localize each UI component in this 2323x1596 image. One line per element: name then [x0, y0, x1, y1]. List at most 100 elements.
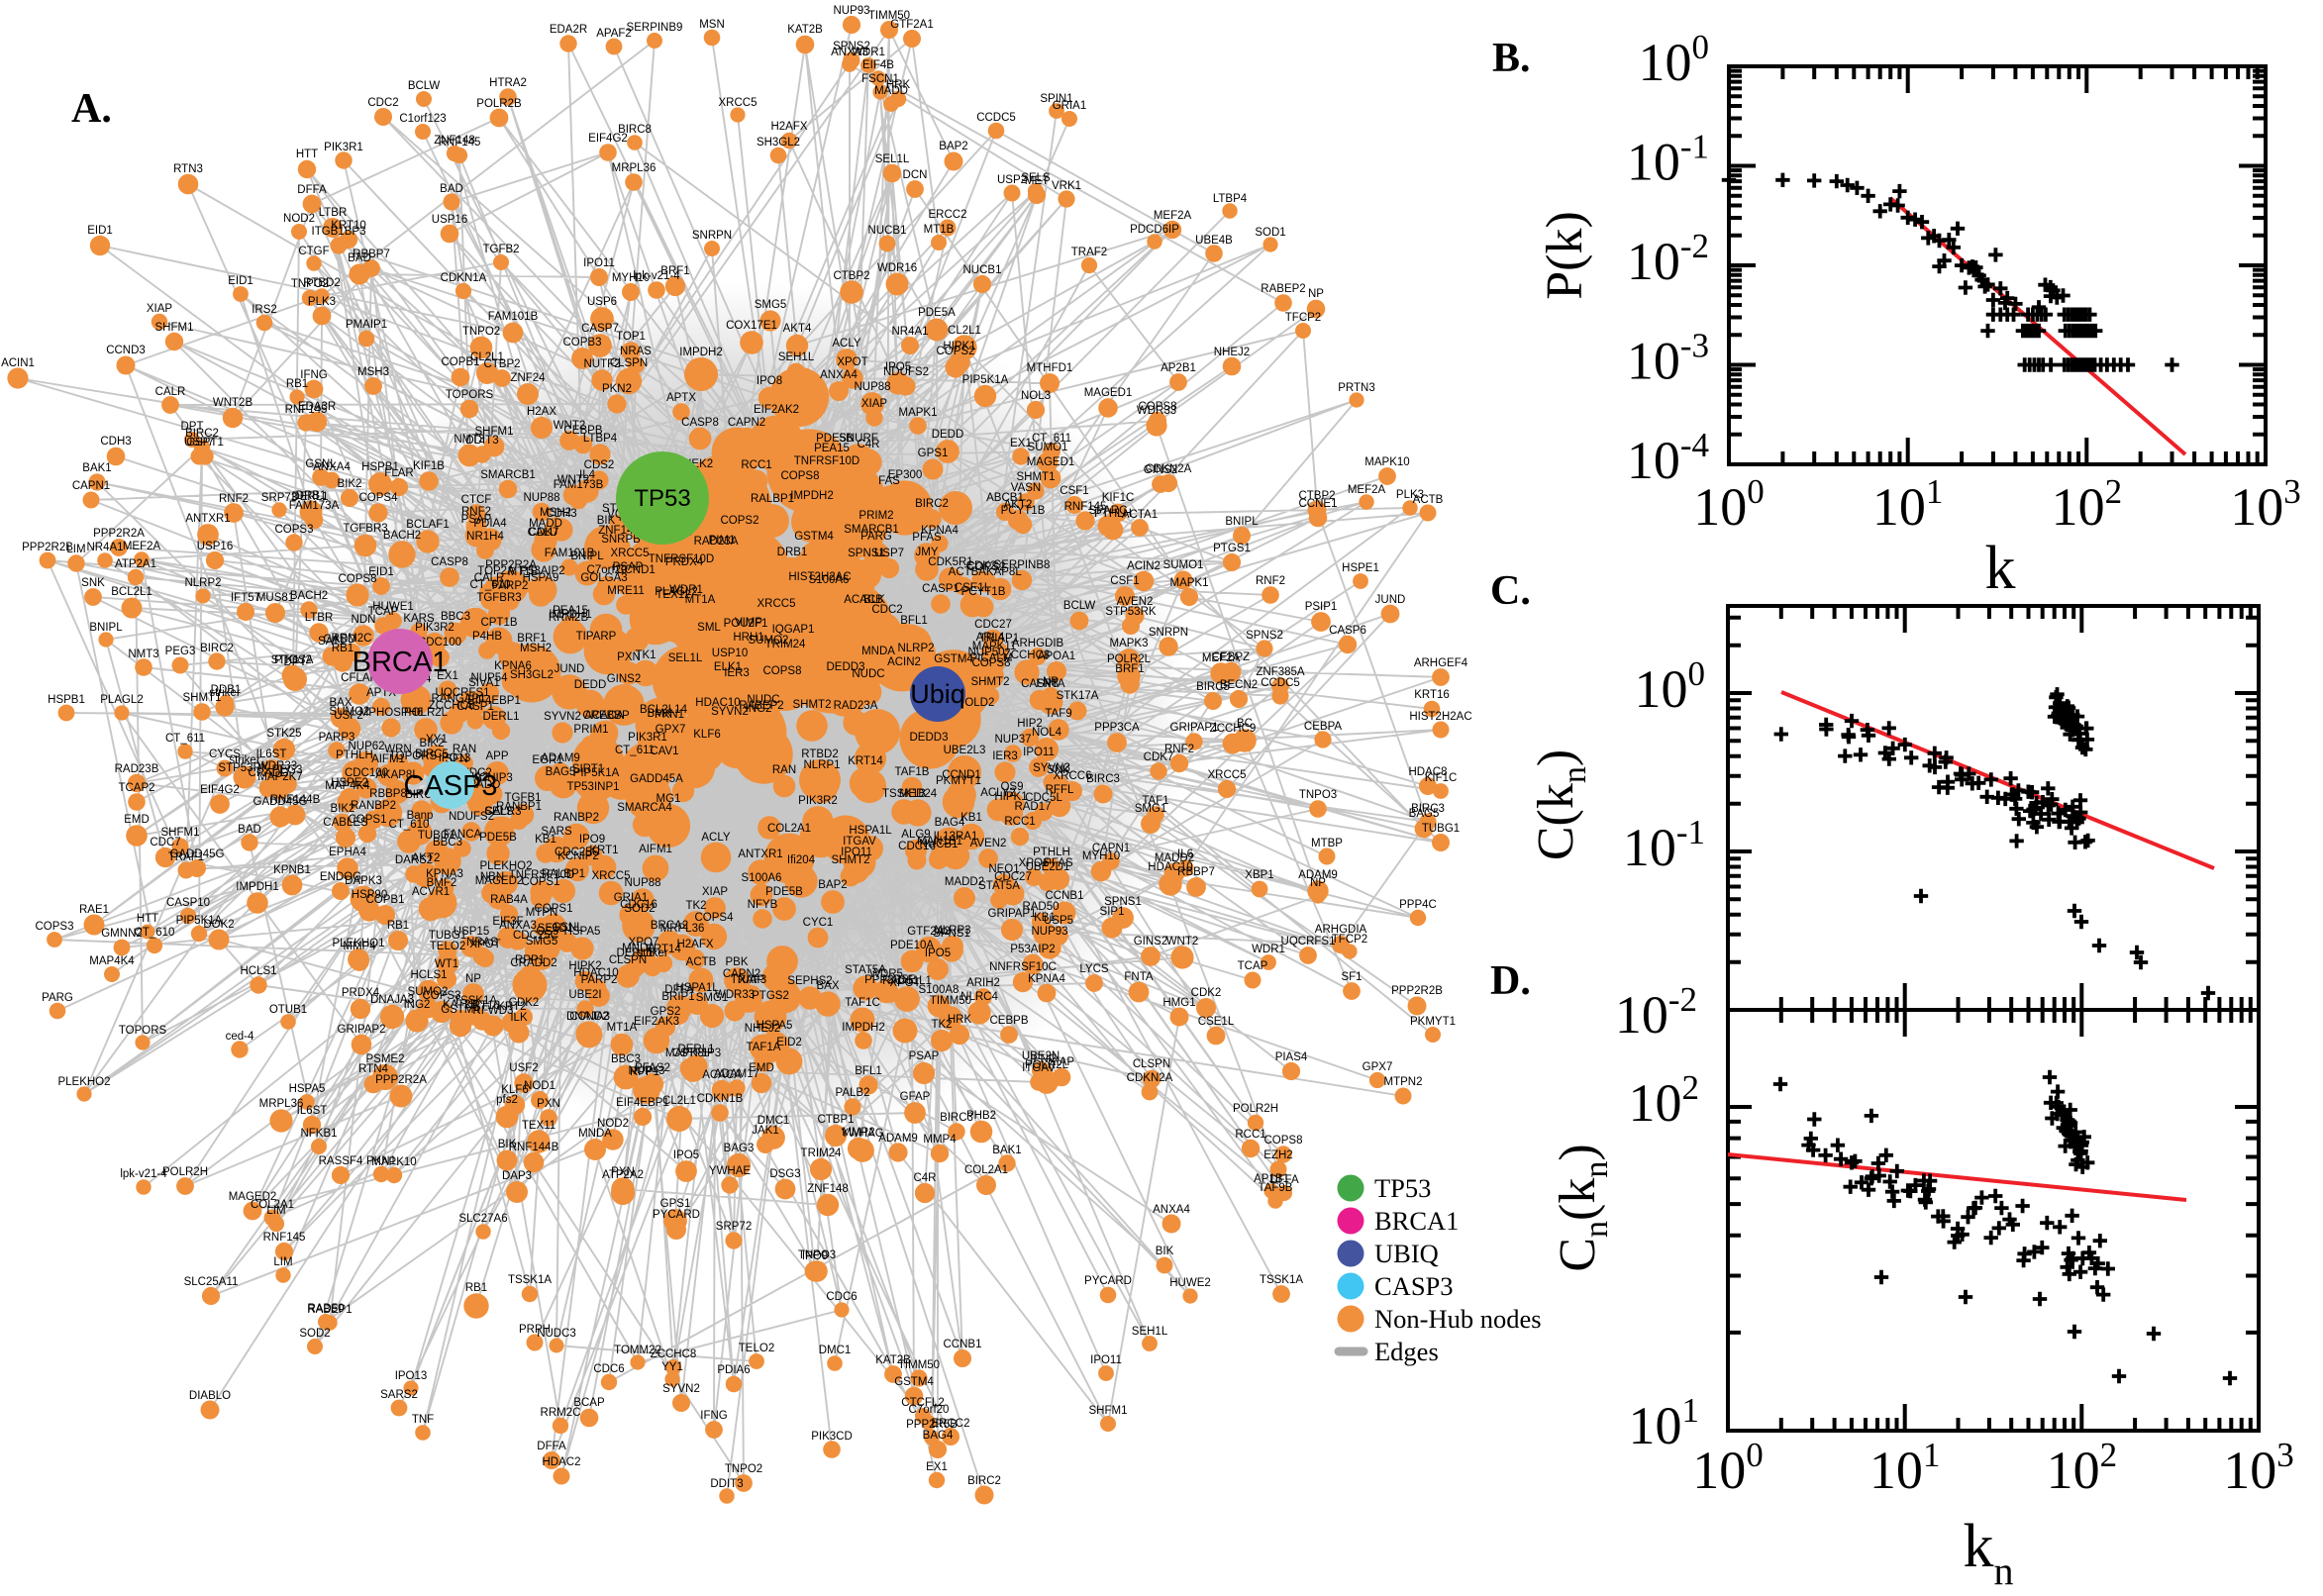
- svg-text:NR4A1: NR4A1: [891, 326, 928, 338]
- svg-text:S100A8: S100A8: [919, 984, 960, 996]
- svg-text:CDC16: CDC16: [620, 899, 657, 911]
- svg-text:CTCFL2: CTCFL2: [901, 1397, 944, 1409]
- svg-text:ACIN2: ACIN2: [887, 656, 921, 668]
- svg-text:CCND2: CCND2: [569, 1011, 609, 1023]
- svg-text:MMP2: MMP2: [842, 1127, 874, 1139]
- svg-text:GRIA1: GRIA1: [614, 892, 649, 904]
- svg-text:SH3GL2: SH3GL2: [510, 669, 554, 681]
- svg-text:ANXA4: ANXA4: [313, 461, 351, 473]
- svg-text:UBE4B: UBE4B: [1195, 235, 1233, 247]
- svg-text:KPNA6: KPNA6: [494, 660, 532, 672]
- svg-text:RRM2C: RRM2C: [332, 633, 372, 645]
- svg-text:RAE1: RAE1: [79, 904, 109, 916]
- svg-text:JUND: JUND: [555, 663, 585, 675]
- svg-text:MTHFD1: MTHFD1: [1027, 362, 1073, 374]
- svg-text:CASP8: CASP8: [1021, 678, 1059, 690]
- svg-text:KPNA4: KPNA4: [921, 525, 959, 537]
- svg-text:YY1: YY1: [661, 1361, 683, 1373]
- svg-text:PFAS: PFAS: [1044, 857, 1073, 869]
- svg-text:TOP2A: TOP2A: [477, 565, 515, 577]
- svg-text:BAD: BAD: [348, 252, 371, 264]
- svg-text:PTGS1: PTGS1: [1213, 543, 1251, 554]
- svg-text:TSSK1A: TSSK1A: [508, 1274, 552, 1286]
- svg-text:GPS1: GPS1: [918, 448, 949, 459]
- svg-text:SUMO2: SUMO2: [749, 635, 789, 647]
- svg-text:PARP2: PARP2: [581, 974, 618, 986]
- svg-text:HSPA9: HSPA9: [523, 572, 559, 584]
- svg-text:IFNG: IFNG: [300, 369, 328, 381]
- svg-text:HTT: HTT: [296, 149, 318, 160]
- svg-text:PKMYT1: PKMYT1: [1410, 1016, 1456, 1028]
- svg-text:CDC100: CDC100: [418, 637, 461, 648]
- svg-text:XPOT: XPOT: [469, 939, 500, 950]
- svg-text:MNDA: MNDA: [861, 646, 895, 657]
- svg-text:SEPHS2: SEPHS2: [787, 975, 832, 987]
- svg-text:RCC1: RCC1: [741, 459, 771, 471]
- svg-text:PALB2: PALB2: [836, 1087, 870, 1099]
- svg-text:WNT2: WNT2: [554, 420, 586, 432]
- svg-text:GTF2A1: GTF2A1: [890, 19, 933, 31]
- svg-text:ATP2A2: ATP2A2: [602, 1169, 644, 1181]
- svg-text:JAK1: JAK1: [752, 1125, 779, 1137]
- svg-text:APAF2: APAF2: [596, 28, 632, 40]
- svg-text:GMNN2: GMNN2: [101, 928, 143, 940]
- svg-text:GSPT1: GSPT1: [186, 437, 224, 449]
- svg-text:NRAS: NRAS: [620, 346, 652, 357]
- svg-text:WDR1: WDR1: [669, 584, 703, 596]
- svg-text:ACTB: ACTB: [686, 956, 717, 968]
- svg-text:APP: APP: [485, 750, 508, 762]
- svg-text:CT_611: CT_611: [165, 733, 205, 745]
- svg-text:RNF144B: RNF144B: [270, 794, 321, 806]
- svg-text:WNT2B: WNT2B: [213, 397, 253, 409]
- svg-text:MEF2A: MEF2A: [1154, 210, 1192, 222]
- svg-text:RAD23B: RAD23B: [115, 763, 159, 775]
- svg-text:PKN1: PKN1: [655, 709, 684, 721]
- svg-text:PFAS2: PFAS2: [635, 1062, 670, 1074]
- svg-text:GPS1: GPS1: [660, 1198, 691, 1210]
- svg-text:SML: SML: [697, 622, 721, 634]
- svg-text:STP53RK: STP53RK: [1105, 606, 1156, 618]
- svg-text:EID1: EID1: [228, 275, 253, 287]
- svg-text:NLRP2: NLRP2: [897, 643, 934, 654]
- svg-text:CTBP1: CTBP1: [817, 1114, 854, 1126]
- svg-text:ced-4: ced-4: [226, 1031, 254, 1043]
- svg-text:ACIN2: ACIN2: [1127, 560, 1161, 572]
- svg-text:BCLAF1: BCLAF1: [406, 519, 449, 531]
- svg-text:CRADD: CRADD: [249, 767, 289, 779]
- svg-text:WDR16: WDR16: [877, 262, 917, 274]
- svg-text:TEX11: TEX11: [522, 1120, 556, 1132]
- svg-text:PRPH: PRPH: [519, 1324, 551, 1336]
- svg-text:TCAP: TCAP: [1238, 960, 1268, 972]
- svg-text:CDC7: CDC7: [150, 837, 180, 848]
- svg-text:TGFB1: TGFB1: [504, 792, 541, 804]
- svg-text:BIRC2: BIRC2: [915, 498, 949, 510]
- svg-text:COX17E1: COX17E1: [726, 320, 777, 332]
- svg-text:PRIM2: PRIM2: [858, 510, 893, 522]
- svg-text:TCAP: TCAP: [368, 606, 399, 618]
- svg-text:Ubiq: Ubiq: [910, 679, 965, 709]
- svg-text:ING2: ING2: [746, 703, 772, 715]
- svg-text:COPS8: COPS8: [972, 657, 1011, 669]
- svg-text:LIM: LIM: [66, 544, 85, 555]
- svg-text:NUP88: NUP88: [624, 877, 660, 889]
- svg-text:CAPN1: CAPN1: [1092, 843, 1130, 854]
- svg-text:CDKN1B: CDKN1B: [697, 1093, 744, 1105]
- svg-text:CT_610: CT_610: [389, 819, 430, 831]
- svg-text:MAN1B1: MAN1B1: [917, 836, 962, 848]
- svg-text:KLF6: KLF6: [501, 1084, 529, 1096]
- svg-text:HDAC10: HDAC10: [573, 967, 618, 979]
- svg-text:LIM: LIM: [266, 1205, 285, 1217]
- svg-text:PDE5B: PDE5B: [816, 433, 854, 445]
- svg-text:RCC1: RCC1: [1004, 816, 1035, 828]
- svg-text:IL6ST: IL6ST: [256, 748, 287, 760]
- svg-text:MADD2: MADD2: [945, 876, 984, 888]
- svg-text:PARG: PARG: [42, 992, 73, 1004]
- svg-text:EID1: EID1: [87, 225, 113, 237]
- svg-text:RBBP8: RBBP8: [369, 788, 407, 800]
- svg-text:CCND1: CCND1: [942, 769, 981, 781]
- svg-text:PLK3: PLK3: [308, 296, 336, 308]
- svg-text:IPO9: IPO9: [802, 1250, 828, 1262]
- svg-text:BFL1: BFL1: [900, 615, 928, 627]
- svg-text:MAPK1: MAPK1: [899, 407, 938, 419]
- svg-text:BRIP1: BRIP1: [661, 991, 694, 1003]
